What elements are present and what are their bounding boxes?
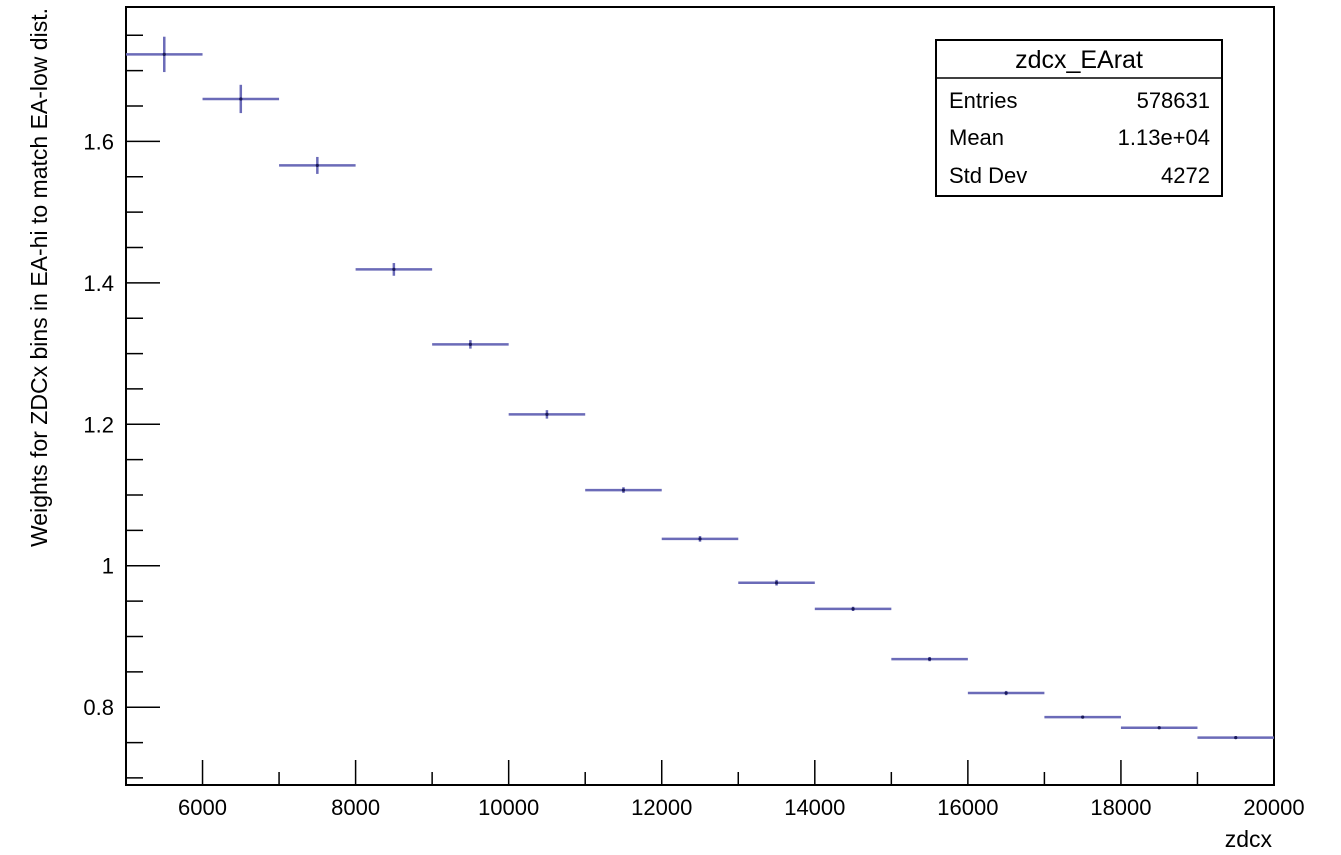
x-tick-label: 10000 [478,795,539,820]
data-point [661,536,739,542]
stats-mean-value: 1.13e+04 [1118,125,1210,150]
data-point [1120,726,1198,730]
axis-ticks [126,34,1275,785]
x-tick-label: 20000 [1243,795,1304,820]
data-point [432,340,509,349]
data-point [202,84,280,114]
point-marker [774,581,779,585]
data-point [1197,736,1274,740]
point-marker [1081,715,1085,719]
x-tick-label: 6000 [178,795,227,820]
data-point [279,156,356,174]
point-marker [468,342,472,346]
stats-box: zdcx_EArat Entries 578631 Mean 1.13e+04 … [935,39,1223,197]
point-marker [392,267,396,271]
point-marker [239,97,243,101]
data-point [891,656,968,662]
data-point [738,579,815,586]
data-points [126,36,1274,740]
data-point [967,690,1045,696]
point-marker [1234,736,1238,740]
point-marker [162,52,166,56]
stats-box-frame [935,39,1223,197]
data-point [1044,715,1121,719]
x-tick-label: 8000 [331,795,380,820]
point-marker [545,412,549,416]
stats-stddev-label: Std Dev [949,163,1027,188]
stats-entries-value: 578631 [1137,88,1210,113]
x-axis-title: zdcx [1225,826,1273,852]
data-point [126,36,203,73]
y-tick-labels: 0.8 1 1.2 1.4 1.6 [83,129,114,720]
stats-entries-label: Entries [949,88,1017,113]
stats-stddev-value: 4272 [1161,163,1210,188]
data-point [814,606,892,612]
y-tick-label: 1.2 [83,412,114,437]
point-marker [1004,691,1008,695]
x-tick-label: 18000 [1090,795,1151,820]
point-marker [928,657,932,661]
point-marker [621,488,626,492]
y-tick-label: 1.4 [83,271,114,296]
stats-box-title: zdcx_EArat [1015,46,1143,74]
y-tick-label: 1 [102,554,114,579]
plot-frame [125,6,1275,786]
y-axis-title: Weights for ZDCx bins in EA-hi to match … [26,8,52,547]
stats-mean-label: Mean [949,125,1004,150]
point-marker [698,537,702,541]
x-tick-label: 14000 [784,795,845,820]
point-marker [851,607,855,611]
data-point [508,410,586,419]
point-marker [1157,726,1161,730]
x-tick-labels: 6000 8000 10000 12000 14000 16000 18000 20000 [178,795,1305,820]
x-tick-label: 12000 [631,795,692,820]
x-tick-label: 16000 [937,795,998,820]
y-tick-label: 1.6 [83,129,114,154]
data-point [355,263,433,276]
y-tick-label: 0.8 [83,695,114,720]
point-marker [315,163,319,168]
data-point [585,487,662,493]
